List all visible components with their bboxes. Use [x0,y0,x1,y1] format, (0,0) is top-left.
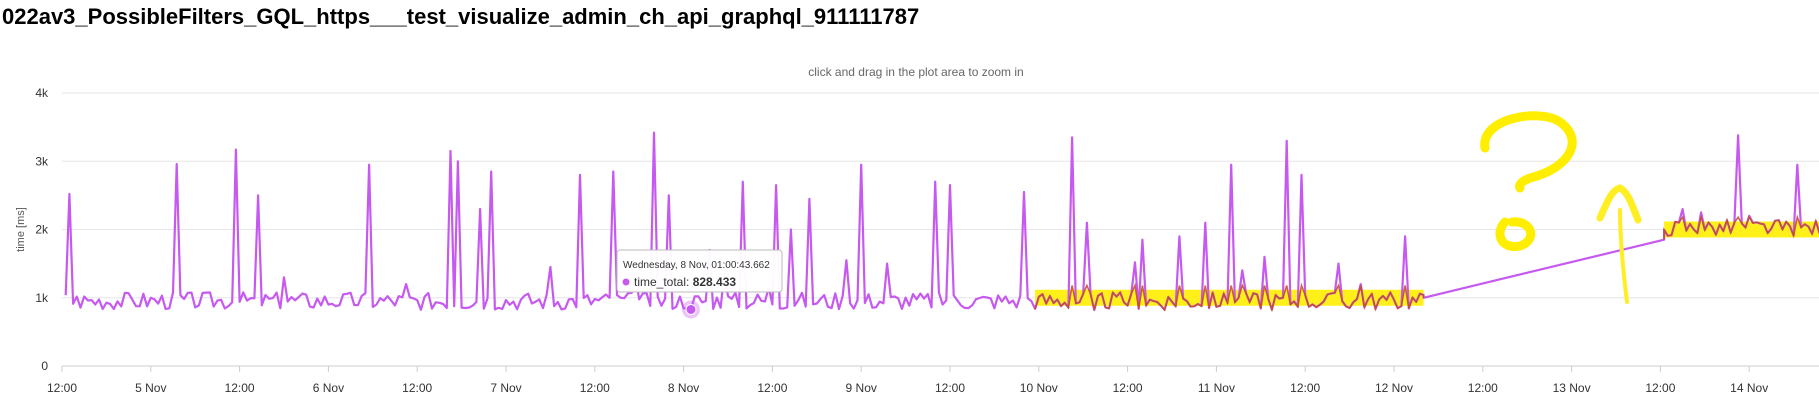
x-tick-label: 12:00 [1113,381,1143,395]
x-tick-label: 10 Nov [1020,381,1058,395]
y-tick-label: 4k [35,86,49,100]
y-tick-label: 3k [35,154,49,168]
x-tick-label: 12:00 [402,381,432,395]
series-time-total[interactable] [64,131,1819,312]
tooltip-series-text: time_total: 828.433 [634,275,736,289]
x-tick-label: 5 Nov [135,381,166,395]
highlight-overlay-line [1034,282,1425,313]
highlight-annotations [1035,221,1819,306]
arrow-head-annotation [1596,184,1642,224]
arrow-shaft-annotation [1618,208,1629,304]
series-line-time-total[interactable] [64,131,1819,312]
x-tick-label: 12:00 [1645,381,1675,395]
x-tick-label: 12:00 [1468,381,1498,395]
x-tick-label: 8 Nov [668,381,699,395]
x-tick-label: 12:00 [47,381,77,395]
question-mark-dot-annotation [1495,217,1536,252]
tooltip-value: 828.433 [693,275,737,289]
page-title: 022av3_PossibleFilters_GQL_https___test_… [2,4,920,29]
x-tick-label: 7 Nov [490,381,521,395]
x-tick-label: 12:00 [935,381,965,395]
y-axis: 0 1k 2k 3k 4k [35,86,49,373]
x-tick-label: 11 Nov [1198,381,1235,395]
tooltip-series-label: time_total: [634,275,693,289]
tooltip-date: Wednesday, 8 Nov, 01:00:43.662 [623,260,770,271]
tooltip-point [685,303,697,315]
x-tick-label: 12:00 [757,381,787,395]
x-tick-label: 12:00 [580,381,610,395]
tooltip-series-marker [622,278,630,286]
x-axis: 12:00 5 Nov 12:00 6 Nov 12:00 7 Nov 12:00 8 Nov… [47,366,1768,395]
zoom-hint: click and drag in the plot area to zoom … [808,65,1023,79]
hand-drawn-annotations [1480,111,1642,304]
x-tick-label: 12:00 [225,381,255,395]
tooltip-box [616,249,783,293]
overlay-lines [1034,214,1819,313]
x-tick-label: 14 Nov [1730,381,1768,395]
x-tick-label: 12 Nov [1375,381,1413,395]
x-tick-label: 6 Nov [313,381,344,395]
tooltip: Wednesday, 8 Nov, 01:00:43.662 time_tota… [616,249,783,319]
x-tick-label: 9 Nov [846,381,877,395]
question-mark-annotation [1480,111,1577,193]
y-tick-label: 1k [35,291,49,305]
y-tick-label: 2k [35,223,49,237]
highlight-overlay-line [1663,214,1819,240]
y-axis-title: time [ms] [15,207,27,252]
grid-lines [62,92,1819,367]
y-tick-label: 0 [41,359,48,373]
x-tick-label: 13 Nov [1553,381,1591,395]
x-tick-label: 12:00 [1290,381,1320,395]
